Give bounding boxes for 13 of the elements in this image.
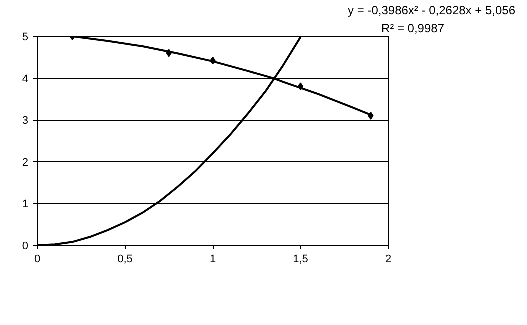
x-tick-label: 2 [385,254,392,266]
x-tick-label: 0 [34,254,41,266]
y-tick-label: 2 [22,156,29,169]
x-tick-label: 1,5 [293,254,308,266]
y-tick-label: 3 [22,115,29,128]
y-tick-label: 0 [22,240,29,252]
text: y = -0,3986x² - 0,2628x + 5,056 [348,4,516,18]
x-tick-label: 1 [210,254,216,266]
y-tick-label: 4 [22,73,29,86]
y-tick-label: 1 [22,198,29,211]
y-tick-label: 5 [22,32,29,44]
text: R² = 0,9987 [381,22,445,36]
x-tick-label: 0,5 [118,254,133,266]
